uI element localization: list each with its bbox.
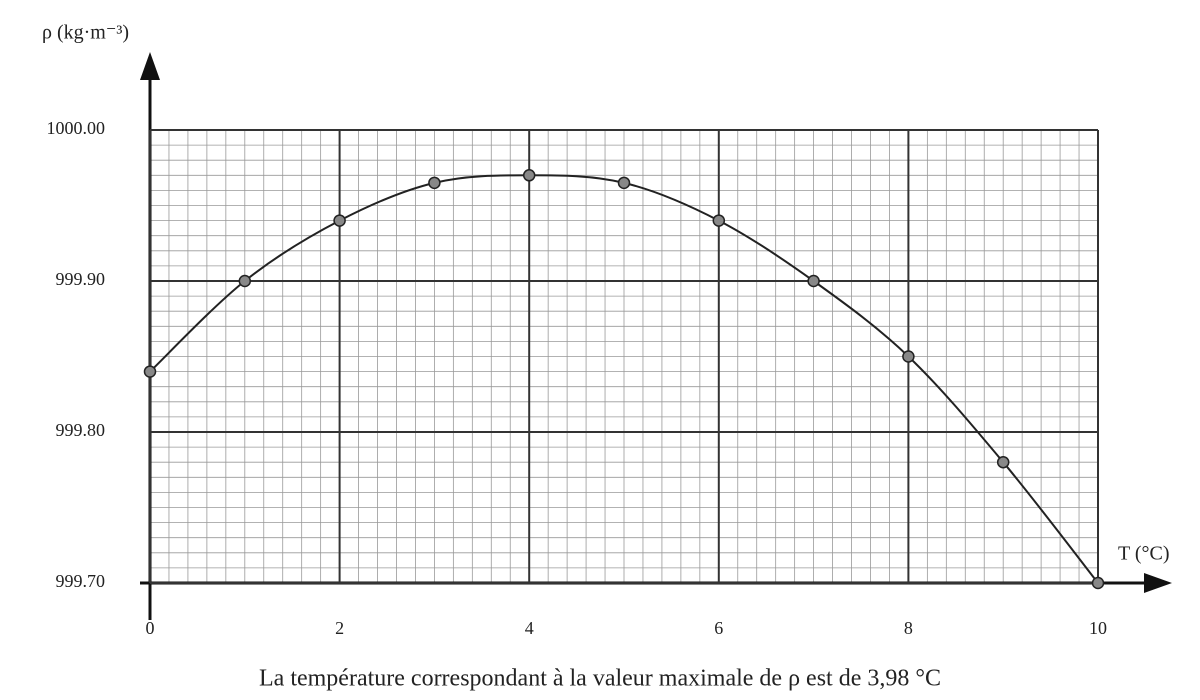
caption: La température correspondant à la valeur…	[259, 666, 941, 692]
x-tick-label: 6	[714, 618, 723, 638]
y-tick-label: 999.70	[56, 571, 106, 591]
y-tick-label: 1000.00	[47, 118, 106, 138]
x-tick-label: 4	[525, 618, 534, 638]
data-point	[902, 350, 915, 363]
y-axis-label: ρ (kg·m⁻³)	[42, 22, 129, 44]
x-axis-arrow	[1144, 573, 1172, 593]
y-tick-label: 999.80	[56, 420, 106, 440]
y-tick-label: 999.90	[56, 269, 106, 289]
x-tick-label: 8	[904, 618, 913, 638]
data-point	[522, 169, 536, 182]
x-tick-label: 0	[146, 618, 155, 638]
data-point	[143, 365, 157, 378]
data-point	[617, 176, 631, 190]
data-point	[428, 176, 441, 190]
data-point	[333, 214, 346, 227]
data-point	[238, 274, 252, 288]
data-point	[1091, 576, 1105, 590]
data-point	[807, 274, 820, 288]
x-tick-label: 2	[335, 618, 344, 638]
x-tick-label: 10	[1089, 618, 1107, 638]
curve	[149, 174, 1099, 584]
x-axis-label: T (°C)	[1118, 543, 1170, 565]
data-point	[712, 214, 726, 227]
data-point	[996, 455, 1010, 469]
y-axis-arrow	[140, 52, 160, 80]
